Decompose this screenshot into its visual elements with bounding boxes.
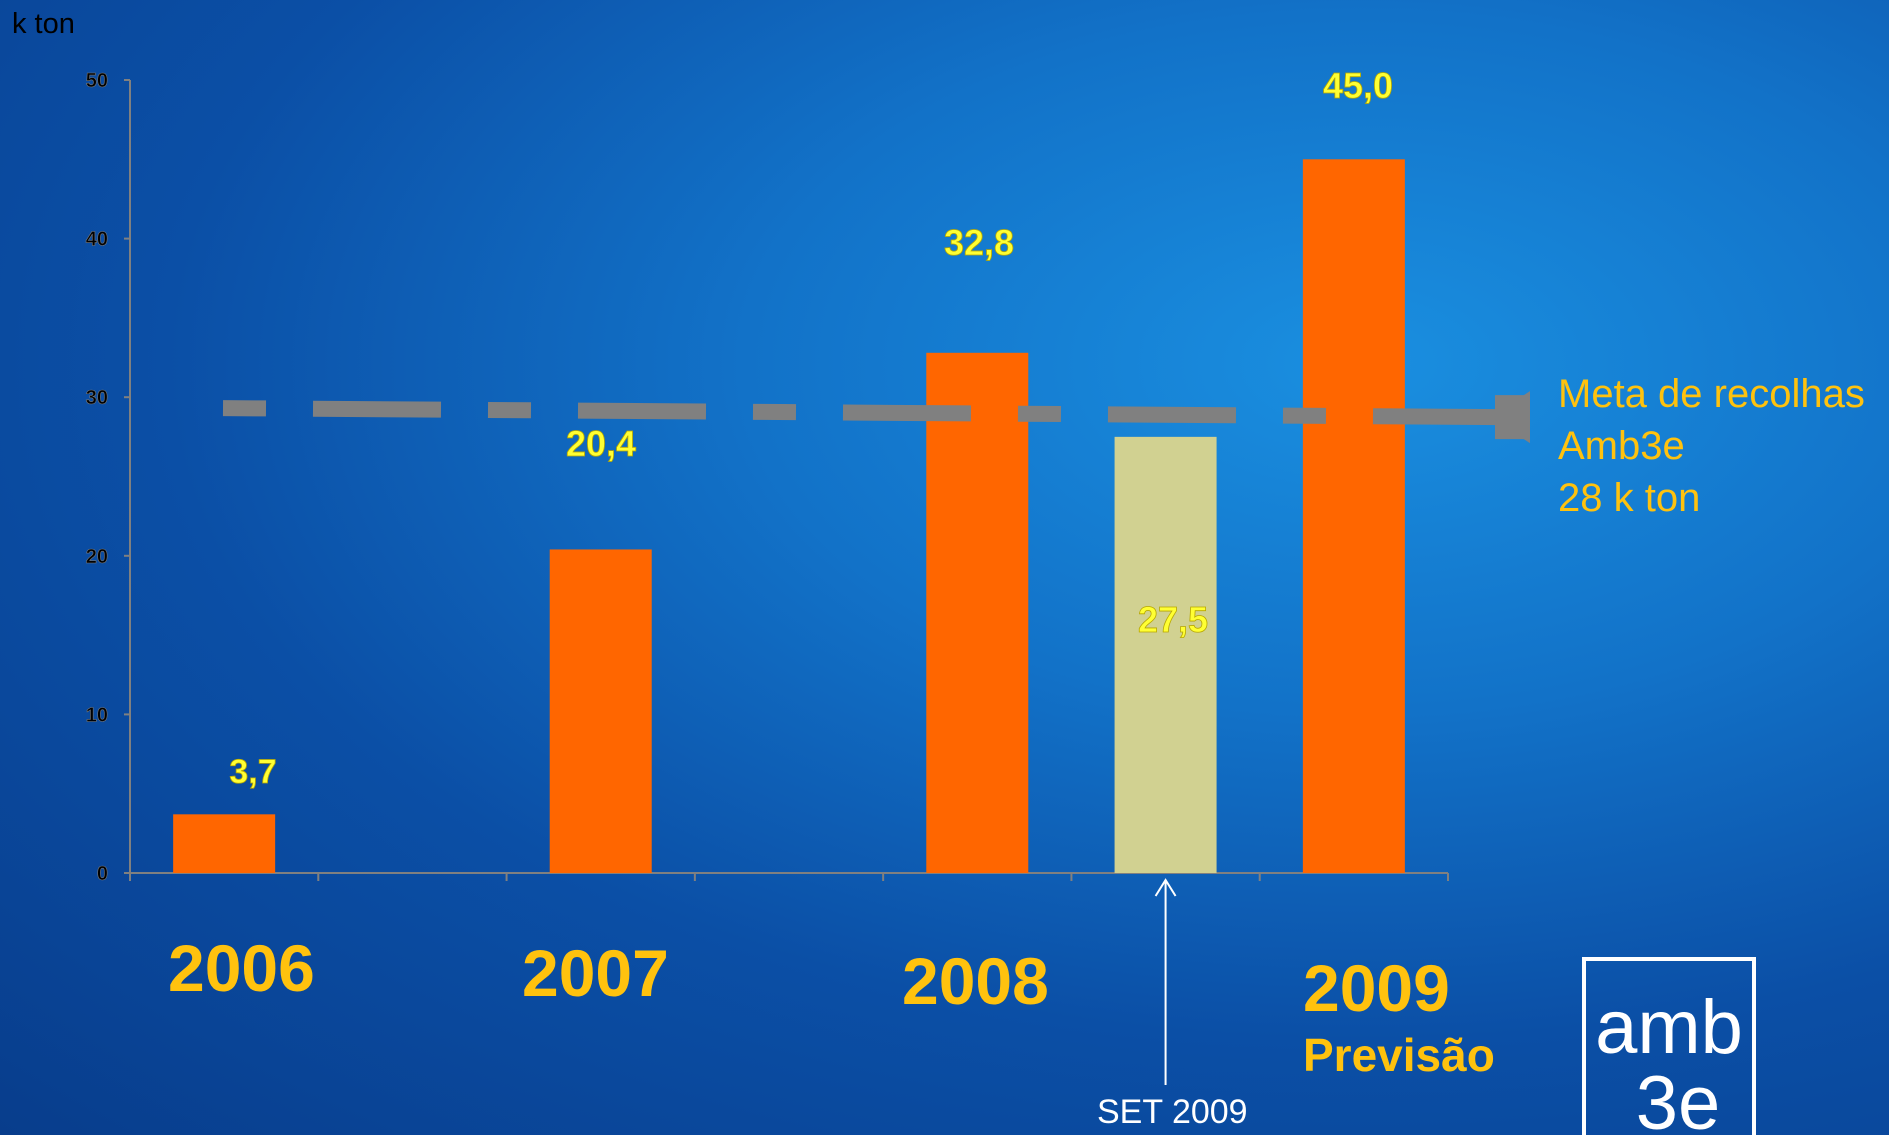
bar-2007 [549, 549, 652, 873]
y-tick-label: 10 [86, 704, 108, 726]
logo-text-amb: amb [1595, 985, 1743, 1070]
y-axis-unit-label: k ton [12, 8, 75, 40]
amb3e-logo: amb 3e [1582, 957, 1756, 1140]
logo-text-3e: 3e [1636, 1061, 1721, 1135]
x-label-2007: 2007 [522, 936, 669, 1010]
value-label: 45,0 [1323, 65, 1393, 106]
value-labels: 3,7 20,4 32,8 27,5 45,0 [229, 65, 1393, 792]
target-legend-line-2: Amb3e [1558, 424, 1685, 468]
y-tick-label: 20 [86, 546, 108, 568]
value-label: 32,8 [944, 222, 1014, 263]
target-arrowhead [1490, 391, 1530, 444]
axes: 0 10 20 30 40 50 [85, 70, 1449, 885]
value-label: 27,5 [1138, 599, 1208, 640]
bar-2008 [926, 352, 1029, 873]
target-legend: Meta de recolhas Amb3e 28 k ton [1558, 368, 1865, 524]
amb3e-logo-mark: amb 3e [1595, 985, 1743, 1140]
target-line-group [222, 391, 1530, 444]
bars [173, 159, 1405, 874]
annotation-arrow-head [1154, 878, 1177, 897]
x-sublabel-previsao: Previsão [1303, 1029, 1495, 1081]
value-label: 20,4 [566, 423, 636, 464]
target-dashed-line [222, 400, 1501, 426]
annotation-set-2009: SET 2009 [1097, 1093, 1248, 1131]
bar-2009 [1302, 159, 1405, 874]
target-legend-line-1: Meta de recolhas [1558, 372, 1865, 416]
y-tick-label: 30 [86, 387, 108, 409]
target-legend-line-3: 28 k ton [1558, 476, 1701, 520]
value-label: 3,7 [229, 753, 276, 791]
annotation-group [1154, 878, 1177, 1085]
bar-2006 [173, 814, 276, 873]
y-tick-label: 50 [86, 70, 108, 92]
x-label-2006: 2006 [168, 931, 315, 1005]
x-label-2008: 2008 [902, 944, 1049, 1018]
bar-set-2009 [1114, 436, 1217, 873]
y-tick-label: 0 [97, 863, 108, 885]
y-tick-label: 40 [86, 229, 108, 251]
x-label-2009: 2009 [1303, 951, 1450, 1025]
